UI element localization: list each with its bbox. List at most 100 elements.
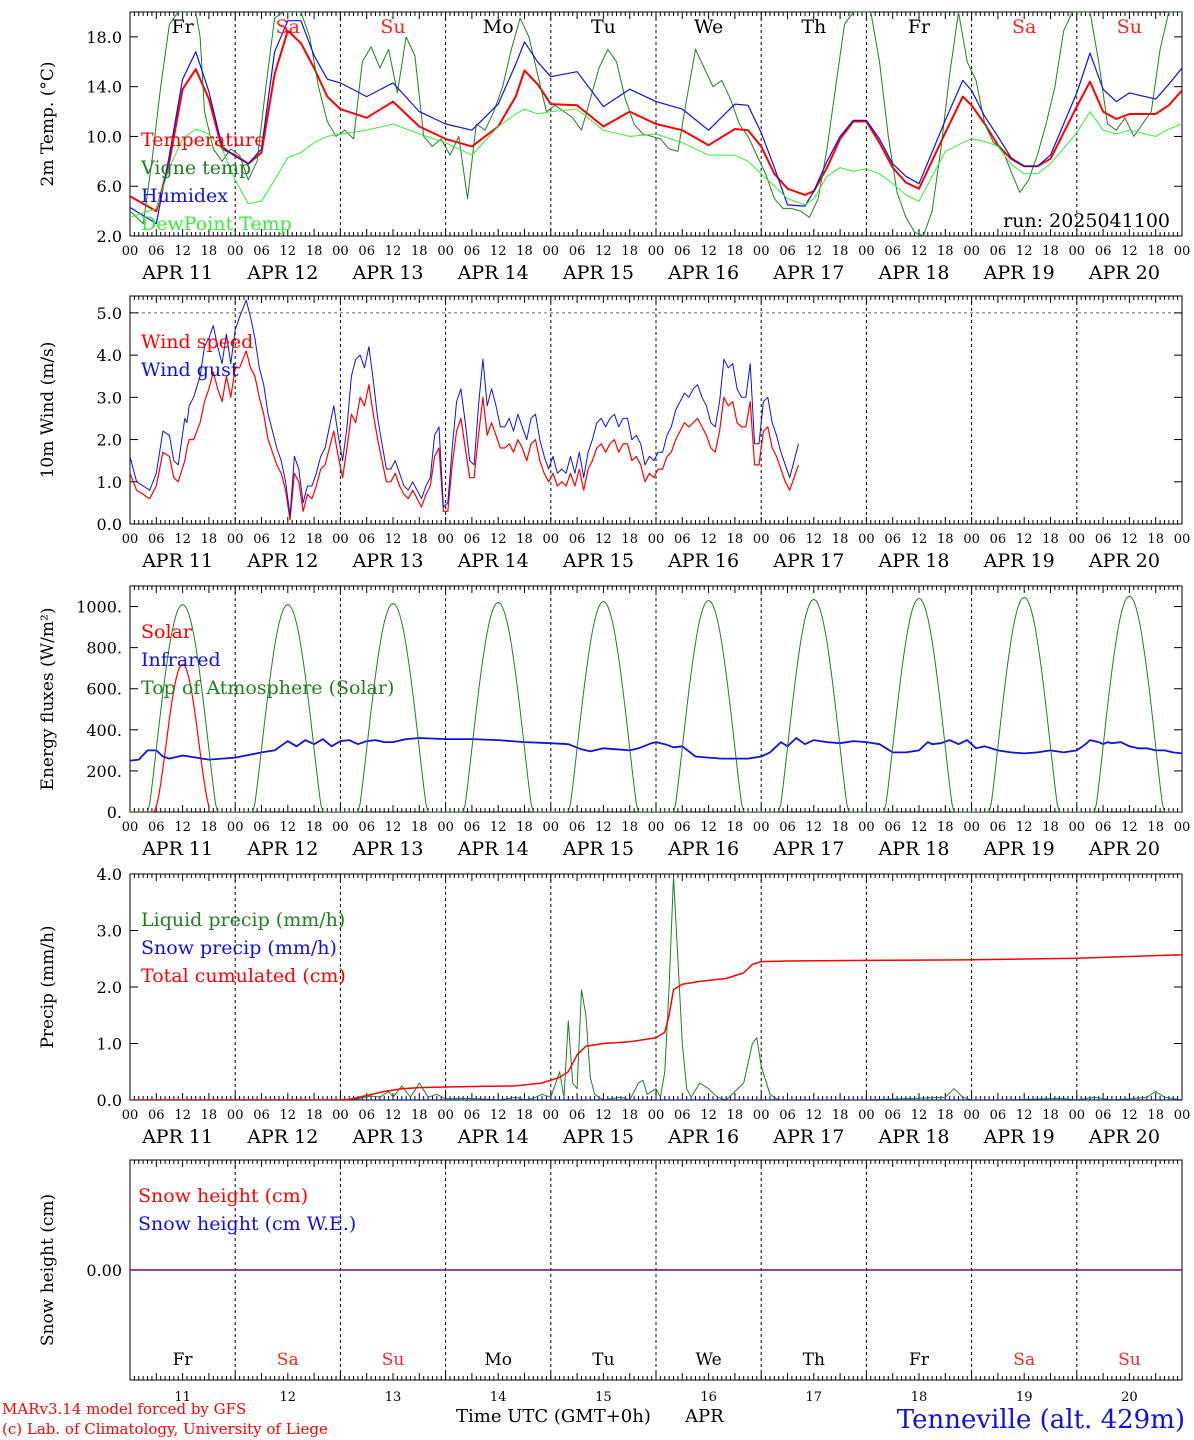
day-number-label: 16 <box>700 1390 717 1405</box>
hour-tick-label: 06 <box>779 820 796 835</box>
date-label: APR 12 <box>246 1126 318 1148</box>
date-label: APR 16 <box>667 1126 739 1148</box>
legend-entry: Infrared <box>141 649 221 671</box>
hour-tick-label: 00 <box>543 1108 560 1123</box>
series-line-top-of-atmosphere-solar <box>130 595 1182 812</box>
legend-entry: Wind gust <box>141 359 239 381</box>
hour-tick-label: 00 <box>648 820 665 835</box>
weekday-label: Su <box>382 1350 405 1370</box>
legend-entry: Snow precip (mm/h) <box>141 937 337 959</box>
series-line-dewpoint-temp <box>130 108 1182 218</box>
station-name: Tenneville (alt. 429m) <box>897 1405 1185 1435</box>
hour-tick-label: 12 <box>385 1108 402 1123</box>
hour-tick-label: 18 <box>411 532 428 547</box>
hour-tick-label: 18 <box>832 1108 849 1123</box>
hour-tick-label: 00 <box>753 244 770 259</box>
hour-tick-label: 06 <box>358 1108 375 1123</box>
date-label: APR 12 <box>246 838 318 860</box>
y-tick-label: 2.0 <box>97 431 122 450</box>
y-tick-label: 3.0 <box>97 388 122 407</box>
y-tick-label: 4.0 <box>97 346 122 365</box>
hour-tick-label: 00 <box>1069 244 1086 259</box>
hour-tick-label: 00 <box>1174 244 1191 259</box>
day-number-label: 15 <box>595 1390 612 1405</box>
day-number-label: 19 <box>1016 1390 1033 1405</box>
hour-tick-label: 18 <box>937 1108 954 1123</box>
y-axis-label: Energy fluxes (W/m²) <box>38 608 58 791</box>
hour-tick-label: 18 <box>1042 820 1059 835</box>
hour-tick-label: 00 <box>332 1108 349 1123</box>
weekday-label: Fr <box>908 16 931 38</box>
hour-tick-label: 12 <box>385 532 402 547</box>
hour-tick-label: 18 <box>1042 1108 1059 1123</box>
date-label: APR 13 <box>351 550 423 572</box>
hour-tick-label: 06 <box>253 820 270 835</box>
hour-tick-label: 00 <box>648 532 665 547</box>
hour-tick-label: 18 <box>516 1108 533 1123</box>
hour-tick-label: 12 <box>911 820 928 835</box>
hour-tick-label: 00 <box>858 1108 875 1123</box>
date-label: APR 20 <box>1088 550 1160 572</box>
date-label: APR 14 <box>457 838 529 860</box>
series-line-vigne-temp <box>130 12 1182 236</box>
hour-tick-label: 00 <box>543 820 560 835</box>
hour-tick-label: 06 <box>464 244 481 259</box>
hour-tick-label: 06 <box>148 532 165 547</box>
y-tick-label: 200. <box>86 762 122 781</box>
date-label: APR 18 <box>877 550 949 572</box>
day-number-label: 13 <box>385 1390 402 1405</box>
hour-tick-label: 06 <box>569 244 586 259</box>
hour-tick-label: 06 <box>569 820 586 835</box>
weekday-label: Su <box>1118 1350 1141 1370</box>
legend-entry: Snow height (cm W.E.) <box>138 1213 356 1235</box>
hour-tick-label: 12 <box>385 244 402 259</box>
hour-tick-label: 00 <box>858 820 875 835</box>
date-label: APR 19 <box>983 262 1055 284</box>
legend-entry: Solar <box>141 621 193 643</box>
hour-tick-label: 06 <box>1095 244 1112 259</box>
hour-tick-label: 00 <box>122 532 139 547</box>
hour-tick-label: 06 <box>779 244 796 259</box>
hour-tick-label: 12 <box>174 244 191 259</box>
hour-tick-label: 00 <box>963 820 980 835</box>
hour-tick-label: 06 <box>990 1108 1007 1123</box>
hour-tick-label: 06 <box>148 244 165 259</box>
hour-tick-label: 12 <box>700 244 717 259</box>
hour-tick-label: 18 <box>832 820 849 835</box>
hour-tick-label: 00 <box>543 532 560 547</box>
time-axis-title: Time UTC (GMT+0h) <box>456 1406 651 1427</box>
hour-tick-label: 12 <box>595 820 612 835</box>
date-label: APR 15 <box>562 262 634 284</box>
hour-tick-label: 00 <box>122 244 139 259</box>
y-tick-label: 600. <box>86 680 122 699</box>
date-label: APR 15 <box>562 838 634 860</box>
weekday-label: Mo <box>484 1350 512 1370</box>
time-axis-month: APR <box>684 1406 724 1427</box>
series-line-temperature <box>130 29 1182 213</box>
run-label: run: 2025041100 <box>1003 210 1170 232</box>
hour-tick-label: 12 <box>280 244 297 259</box>
y-tick-label: 1000. <box>76 598 122 617</box>
hour-tick-label: 18 <box>411 1108 428 1123</box>
hour-tick-label: 06 <box>358 820 375 835</box>
weekday-label: Sa <box>1012 16 1036 38</box>
date-label: APR 15 <box>562 1126 634 1148</box>
date-label: APR 17 <box>772 838 844 860</box>
y-axis-label: Precip (mm/h) <box>38 925 58 1048</box>
chart-panel-4: 0.0 1.0 2.0 3.0 4.0 Precip (mm/h) 00 06 12 18 APR … <box>38 865 1190 1148</box>
day-number-label: 17 <box>806 1390 823 1405</box>
legend-entry: Wind speed <box>141 331 253 353</box>
date-label: APR 15 <box>562 550 634 572</box>
legend-entry: Total cumulated (cm) <box>141 965 346 987</box>
hour-tick-label: 00 <box>227 244 244 259</box>
hour-tick-label: 12 <box>1121 820 1138 835</box>
series-group <box>130 12 1182 236</box>
hour-tick-label: 00 <box>753 820 770 835</box>
hour-tick-label: 12 <box>806 532 823 547</box>
hour-tick-label: 18 <box>306 532 323 547</box>
hour-tick-label: 00 <box>963 1108 980 1123</box>
hour-tick-label: 12 <box>806 1108 823 1123</box>
chart-panel-5: 0.00 Snow height (cm) Fr 11 Sa 12 Su 13 Mo 14 Tu 15… <box>38 1159 1183 1405</box>
hour-tick-label: 00 <box>1174 532 1191 547</box>
hour-tick-label: 06 <box>253 1108 270 1123</box>
